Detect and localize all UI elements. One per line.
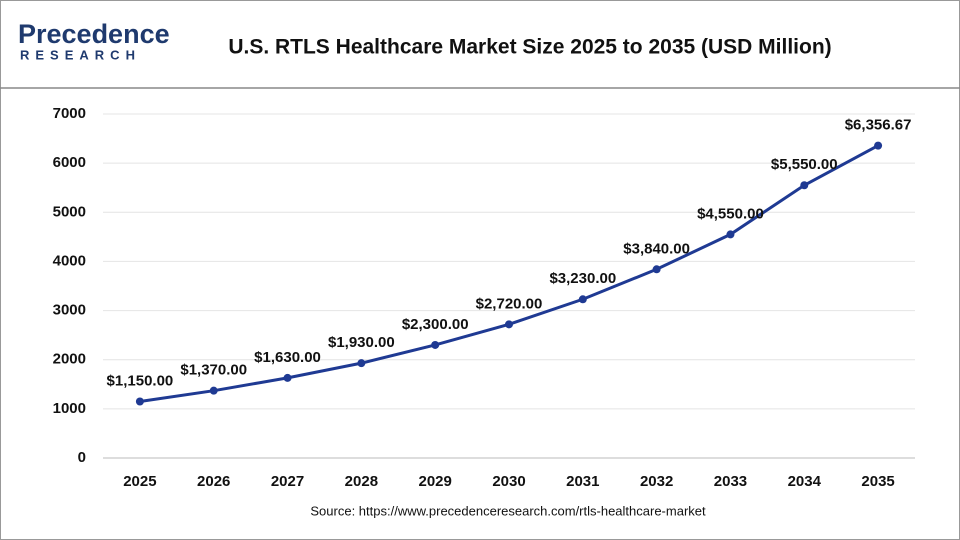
- value-label: $3,840.00: [623, 240, 690, 257]
- point: [652, 265, 661, 274]
- x-tick-label: 2026: [197, 473, 230, 490]
- value-label: $1,630.00: [254, 349, 321, 366]
- point: [283, 373, 292, 382]
- y-tick-label: 6000: [53, 154, 86, 171]
- brand-tagline: RESEARCH: [20, 47, 141, 62]
- x-tick-label: 2027: [271, 473, 304, 490]
- y-tick-label: 1000: [53, 400, 86, 417]
- value-label: $2,300.00: [402, 316, 469, 333]
- x-tick-label: 2025: [123, 473, 156, 490]
- x-tick-label: 2035: [861, 473, 894, 490]
- point: [431, 340, 440, 349]
- value-label: $4,550.00: [697, 205, 764, 222]
- value-label: $3,230.00: [549, 270, 616, 287]
- point: [135, 397, 144, 406]
- y-tick-label: 3000: [53, 302, 86, 319]
- point: [505, 320, 513, 329]
- value-label: $5,550.00: [771, 156, 838, 173]
- value-label: $1,150.00: [107, 372, 174, 389]
- y-tick-label: 4000: [53, 252, 86, 269]
- point: [726, 230, 735, 239]
- point: [874, 141, 883, 150]
- x-tick-label: 2033: [714, 473, 747, 490]
- y-tick-label: 2000: [53, 351, 86, 368]
- brand-name: Precedence: [18, 19, 170, 49]
- point: [578, 295, 587, 304]
- x-tick-label: 2031: [566, 473, 599, 490]
- x-tick-label: 2028: [345, 473, 378, 490]
- y-tick-label: 0: [78, 449, 86, 466]
- value-label: $1,930.00: [328, 334, 395, 351]
- x-tick-label: 2034: [788, 473, 822, 490]
- value-label: $6,356.67: [845, 117, 912, 134]
- value-label: $2,720.00: [476, 295, 543, 312]
- point: [357, 359, 366, 368]
- x-tick-label: 2030: [492, 473, 525, 490]
- chart-title: U.S. RTLS Healthcare Market Size 2025 to…: [228, 36, 831, 59]
- point: [800, 181, 809, 190]
- point: [209, 386, 218, 395]
- value-label: $1,370.00: [180, 362, 247, 379]
- x-tick-label: 2029: [418, 473, 451, 490]
- x-tick-label: 2032: [640, 473, 673, 490]
- y-tick-label: 5000: [53, 203, 86, 220]
- y-tick-label: 7000: [53, 105, 86, 122]
- source: Source: https://www.precedenceresearch.c…: [310, 503, 706, 518]
